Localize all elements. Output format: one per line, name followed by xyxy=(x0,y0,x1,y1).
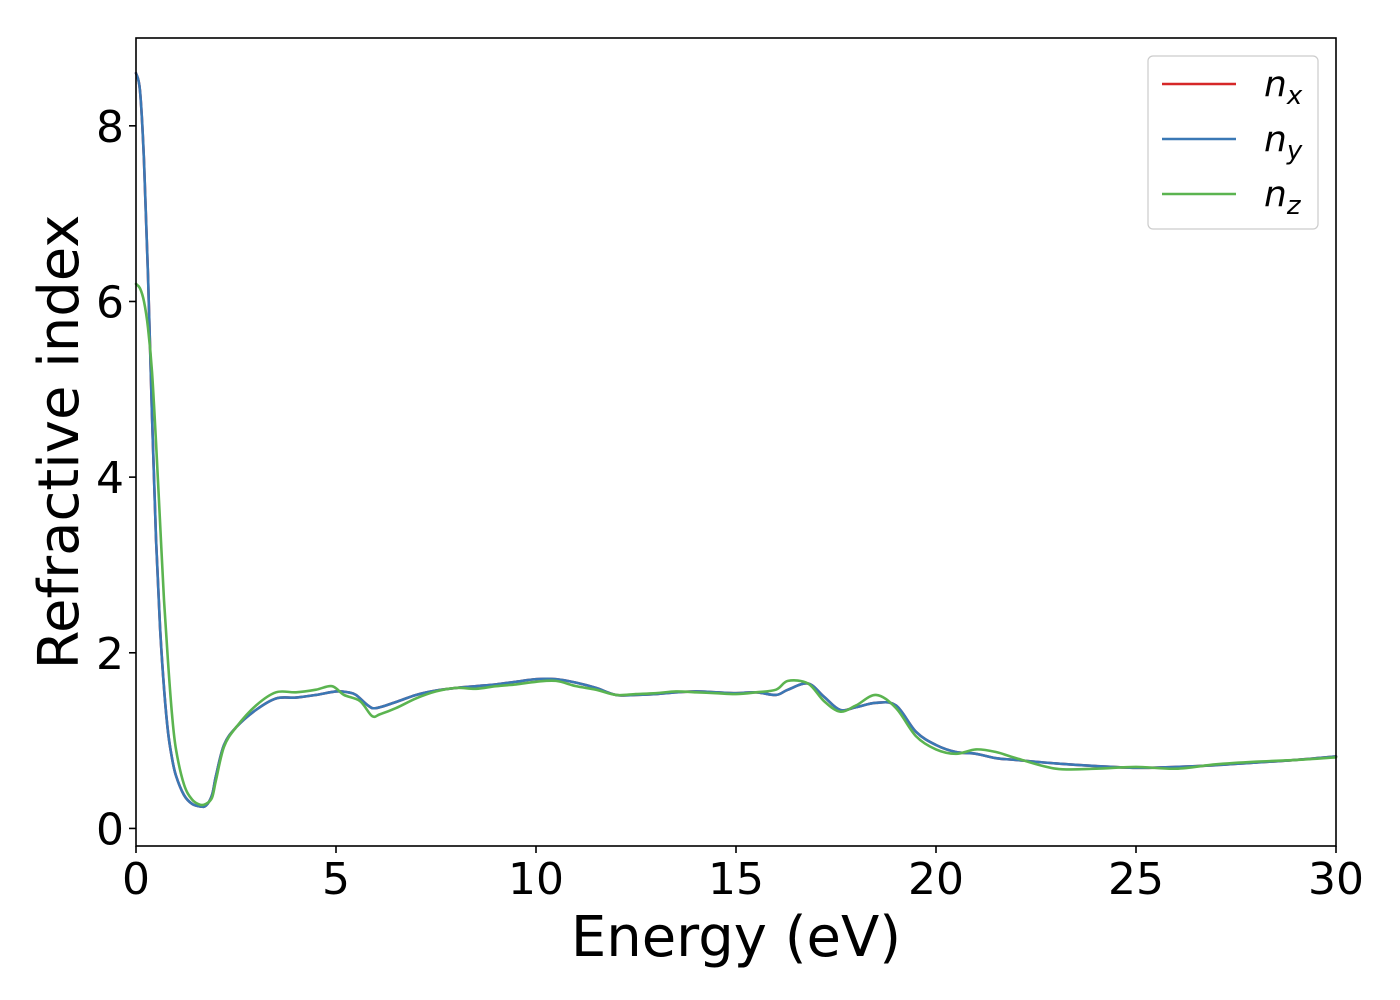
x-tick-label: 5 xyxy=(322,854,350,905)
y-axis-ticks: 0 2 4 6 8 xyxy=(96,102,136,855)
legend-label-x: nx xyxy=(1264,64,1303,111)
series-layer xyxy=(134,71,1338,809)
x-tick-label: 20 xyxy=(908,854,964,905)
series-line-z xyxy=(134,282,1338,807)
legend-label-y: ny xyxy=(1264,119,1303,166)
legend-box xyxy=(1147,55,1319,230)
x-tick-label: 30 xyxy=(1308,854,1364,905)
y-tick-label: 2 xyxy=(96,629,124,680)
x-axis-label: Energy (eV) xyxy=(571,905,901,970)
y-tick-label: 6 xyxy=(96,277,124,328)
x-tick-label: 10 xyxy=(508,854,564,905)
x-tick-label: 0 xyxy=(122,854,150,905)
y-tick-label: 4 xyxy=(96,453,124,504)
x-axis-ticks: 0 5 10 15 20 25 30 xyxy=(122,846,1364,905)
y-tick-label: 0 xyxy=(96,804,124,855)
y-axis-label: Refractive index xyxy=(27,215,92,670)
y-tick-label: 8 xyxy=(96,102,124,153)
x-tick-label: 25 xyxy=(1108,854,1164,905)
x-tick-label: 15 xyxy=(708,854,764,905)
series-line-y xyxy=(134,71,1338,809)
